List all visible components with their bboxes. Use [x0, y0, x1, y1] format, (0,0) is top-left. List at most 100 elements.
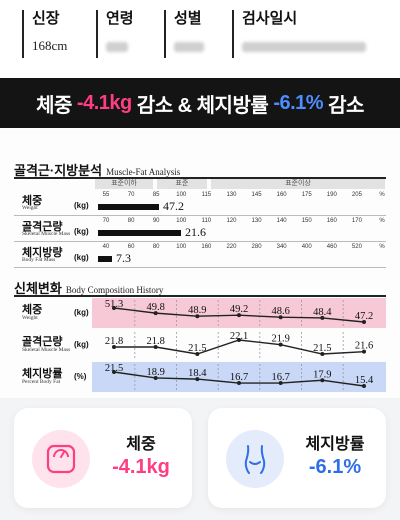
history-title-en: Body Composition History [65, 285, 164, 295]
body-fat-card: 체지방률 -6.1% [208, 408, 386, 508]
data-point [278, 381, 283, 386]
scale-above-standard: 표준이상 [211, 179, 385, 189]
row-unit: (kg) [74, 308, 89, 317]
data-label: 17.9 [313, 369, 331, 380]
history-band [92, 362, 386, 392]
history-row: 체중 Weight (kg) 51.3 49.8 48.9 49.2 48.6 48.4 47.2 [14, 298, 386, 328]
tick-label: 220 [226, 244, 237, 250]
data-point [320, 352, 325, 356]
weight-card-title: 체중 [126, 436, 156, 453]
data-point [320, 378, 325, 383]
history-band [92, 298, 386, 328]
sex-label: 성별 [174, 10, 202, 27]
row-label: 골격근량 [22, 336, 63, 348]
banner-weight-change: -4.1kg [76, 91, 132, 114]
history-trend: 21.5 18.9 18.4 16.7 16.7 17.9 15.4 [105, 363, 374, 390]
data-label: 51.3 [105, 299, 123, 310]
tick-label: 40 [102, 244, 110, 250]
row-label-en: Skeletal Muscle Mass [22, 347, 71, 353]
tick-label: 85 [152, 192, 160, 198]
muscle-fat-title-kr: 골격근·지방분석 [14, 163, 103, 178]
tick-label: 460 [326, 244, 337, 250]
muscle-fat-row: 체중 Weight (kg) 55 70 85 100 115 130 145 160 175 190 2… [14, 192, 386, 216]
measurement-value: 47.2 [163, 199, 184, 213]
history-title: 신체변화 Body Composition History [14, 278, 163, 297]
data-point [195, 377, 200, 382]
result-banner: 체중 -4.1kg 감소 & 체지방률 -6.1% 감소 [0, 78, 400, 128]
sex-field: 성별 [164, 10, 204, 58]
scale-header: 표준이하 표준 표준이상 [95, 179, 385, 189]
data-label: 48.6 [271, 306, 289, 317]
row-label-en: Percent Body Fat [22, 379, 61, 385]
data-point [112, 345, 116, 349]
banner-fat-change: -6.1% [273, 91, 324, 114]
row-label: 체지방량 [22, 247, 63, 259]
age-field: 연령 [96, 10, 134, 58]
height-value: 168cm [32, 38, 68, 53]
history-trend: 21.8 21.8 21.5 22.1 21.9 21.5 21.6 [105, 331, 373, 358]
tick-label: 100 [176, 244, 187, 250]
tick-label: 150 [301, 218, 312, 224]
row-unit: (kg) [74, 340, 89, 349]
measurement-bar [98, 230, 181, 236]
tick-label: 160 [276, 192, 287, 198]
summary-cards: 체중 -4.1kg 체지방률 -6.1% [0, 398, 400, 520]
scale-ticks: 70 80 90 100 110 120 130 140 150 160 170% [98, 218, 386, 228]
section-divider [14, 295, 386, 297]
row-label: 체지방률 [22, 368, 63, 380]
age-value-blurred [106, 42, 128, 52]
data-label: 48.9 [188, 305, 206, 316]
tick-label: 400 [301, 244, 312, 250]
muscle-fat-row: 체지방량 Body Fat Mass (kg) 40 60 80 100 160 220 280 3… [14, 244, 386, 268]
tick-label: 520 [351, 244, 362, 250]
data-label: 16.7 [271, 372, 289, 383]
tick-label: 340 [276, 244, 287, 250]
tick-label: 60 [127, 244, 135, 250]
row-unit: (kg) [74, 201, 89, 210]
tick-label: 70 [102, 218, 110, 224]
data-point [153, 311, 158, 316]
tick-label: 80 [127, 218, 135, 224]
tick-label: 55 [102, 192, 110, 198]
row-label: 체중 [22, 195, 43, 207]
scale-ticks: 55 70 85 100 115 130 145 160 175 190 205% [98, 192, 386, 202]
exam-date-label: 검사일시 [242, 10, 298, 27]
scale-icon [46, 444, 76, 474]
row-label: 골격근량 [22, 221, 63, 233]
tick-label: 170 [351, 218, 362, 224]
tick-label: 145 [251, 192, 262, 198]
data-point [278, 315, 283, 320]
data-point [362, 320, 366, 324]
tick-label: % [379, 192, 385, 198]
muscle-fat-row: 골격근량 Skeletal Muscle Mass (kg) 70 80 90 100 110… [14, 218, 386, 242]
weight-card-value: -4.1kg [112, 456, 170, 478]
data-label: 18.9 [146, 367, 164, 378]
row-label-en: Skeletal Muscle Mass [22, 231, 71, 237]
banner-middle-text: 감소 & 체지방률 [131, 94, 274, 117]
tick-label: % [379, 244, 385, 250]
height-field: 신장 168cm [22, 10, 67, 58]
tick-label: 280 [251, 244, 262, 250]
data-point [362, 349, 366, 354]
body-fat-card-title: 체지방률 [305, 436, 365, 453]
tick-label: 90 [152, 218, 160, 224]
data-label: 49.2 [230, 304, 248, 315]
row-label: 체중 [22, 304, 43, 316]
tick-label: 100 [176, 218, 187, 224]
data-point [237, 313, 241, 318]
inbody-result-sheet: 골격근·지방분석 Muscle-Fat Analysis 표준이하 표준 표준이상… [0, 130, 400, 398]
tick-label: 80 [152, 244, 160, 250]
history-row: 체지방률 Percent Body Fat (%) 21.5 18.9 18.4 16.7 1… [14, 362, 386, 392]
scale-below-standard: 표준이하 [95, 179, 153, 189]
tick-label: 160 [326, 218, 337, 224]
row-label-en: Weight [22, 205, 38, 211]
data-point [195, 352, 200, 356]
tick-label: 140 [276, 218, 287, 224]
tick-label: 175 [301, 192, 312, 198]
history-title-kr: 신체변화 [14, 281, 62, 296]
data-point [237, 381, 241, 386]
data-point [278, 342, 283, 347]
weight-icon-circle [32, 430, 90, 488]
height-label: 신장 [32, 10, 60, 27]
data-label: 21.5 [313, 343, 331, 354]
